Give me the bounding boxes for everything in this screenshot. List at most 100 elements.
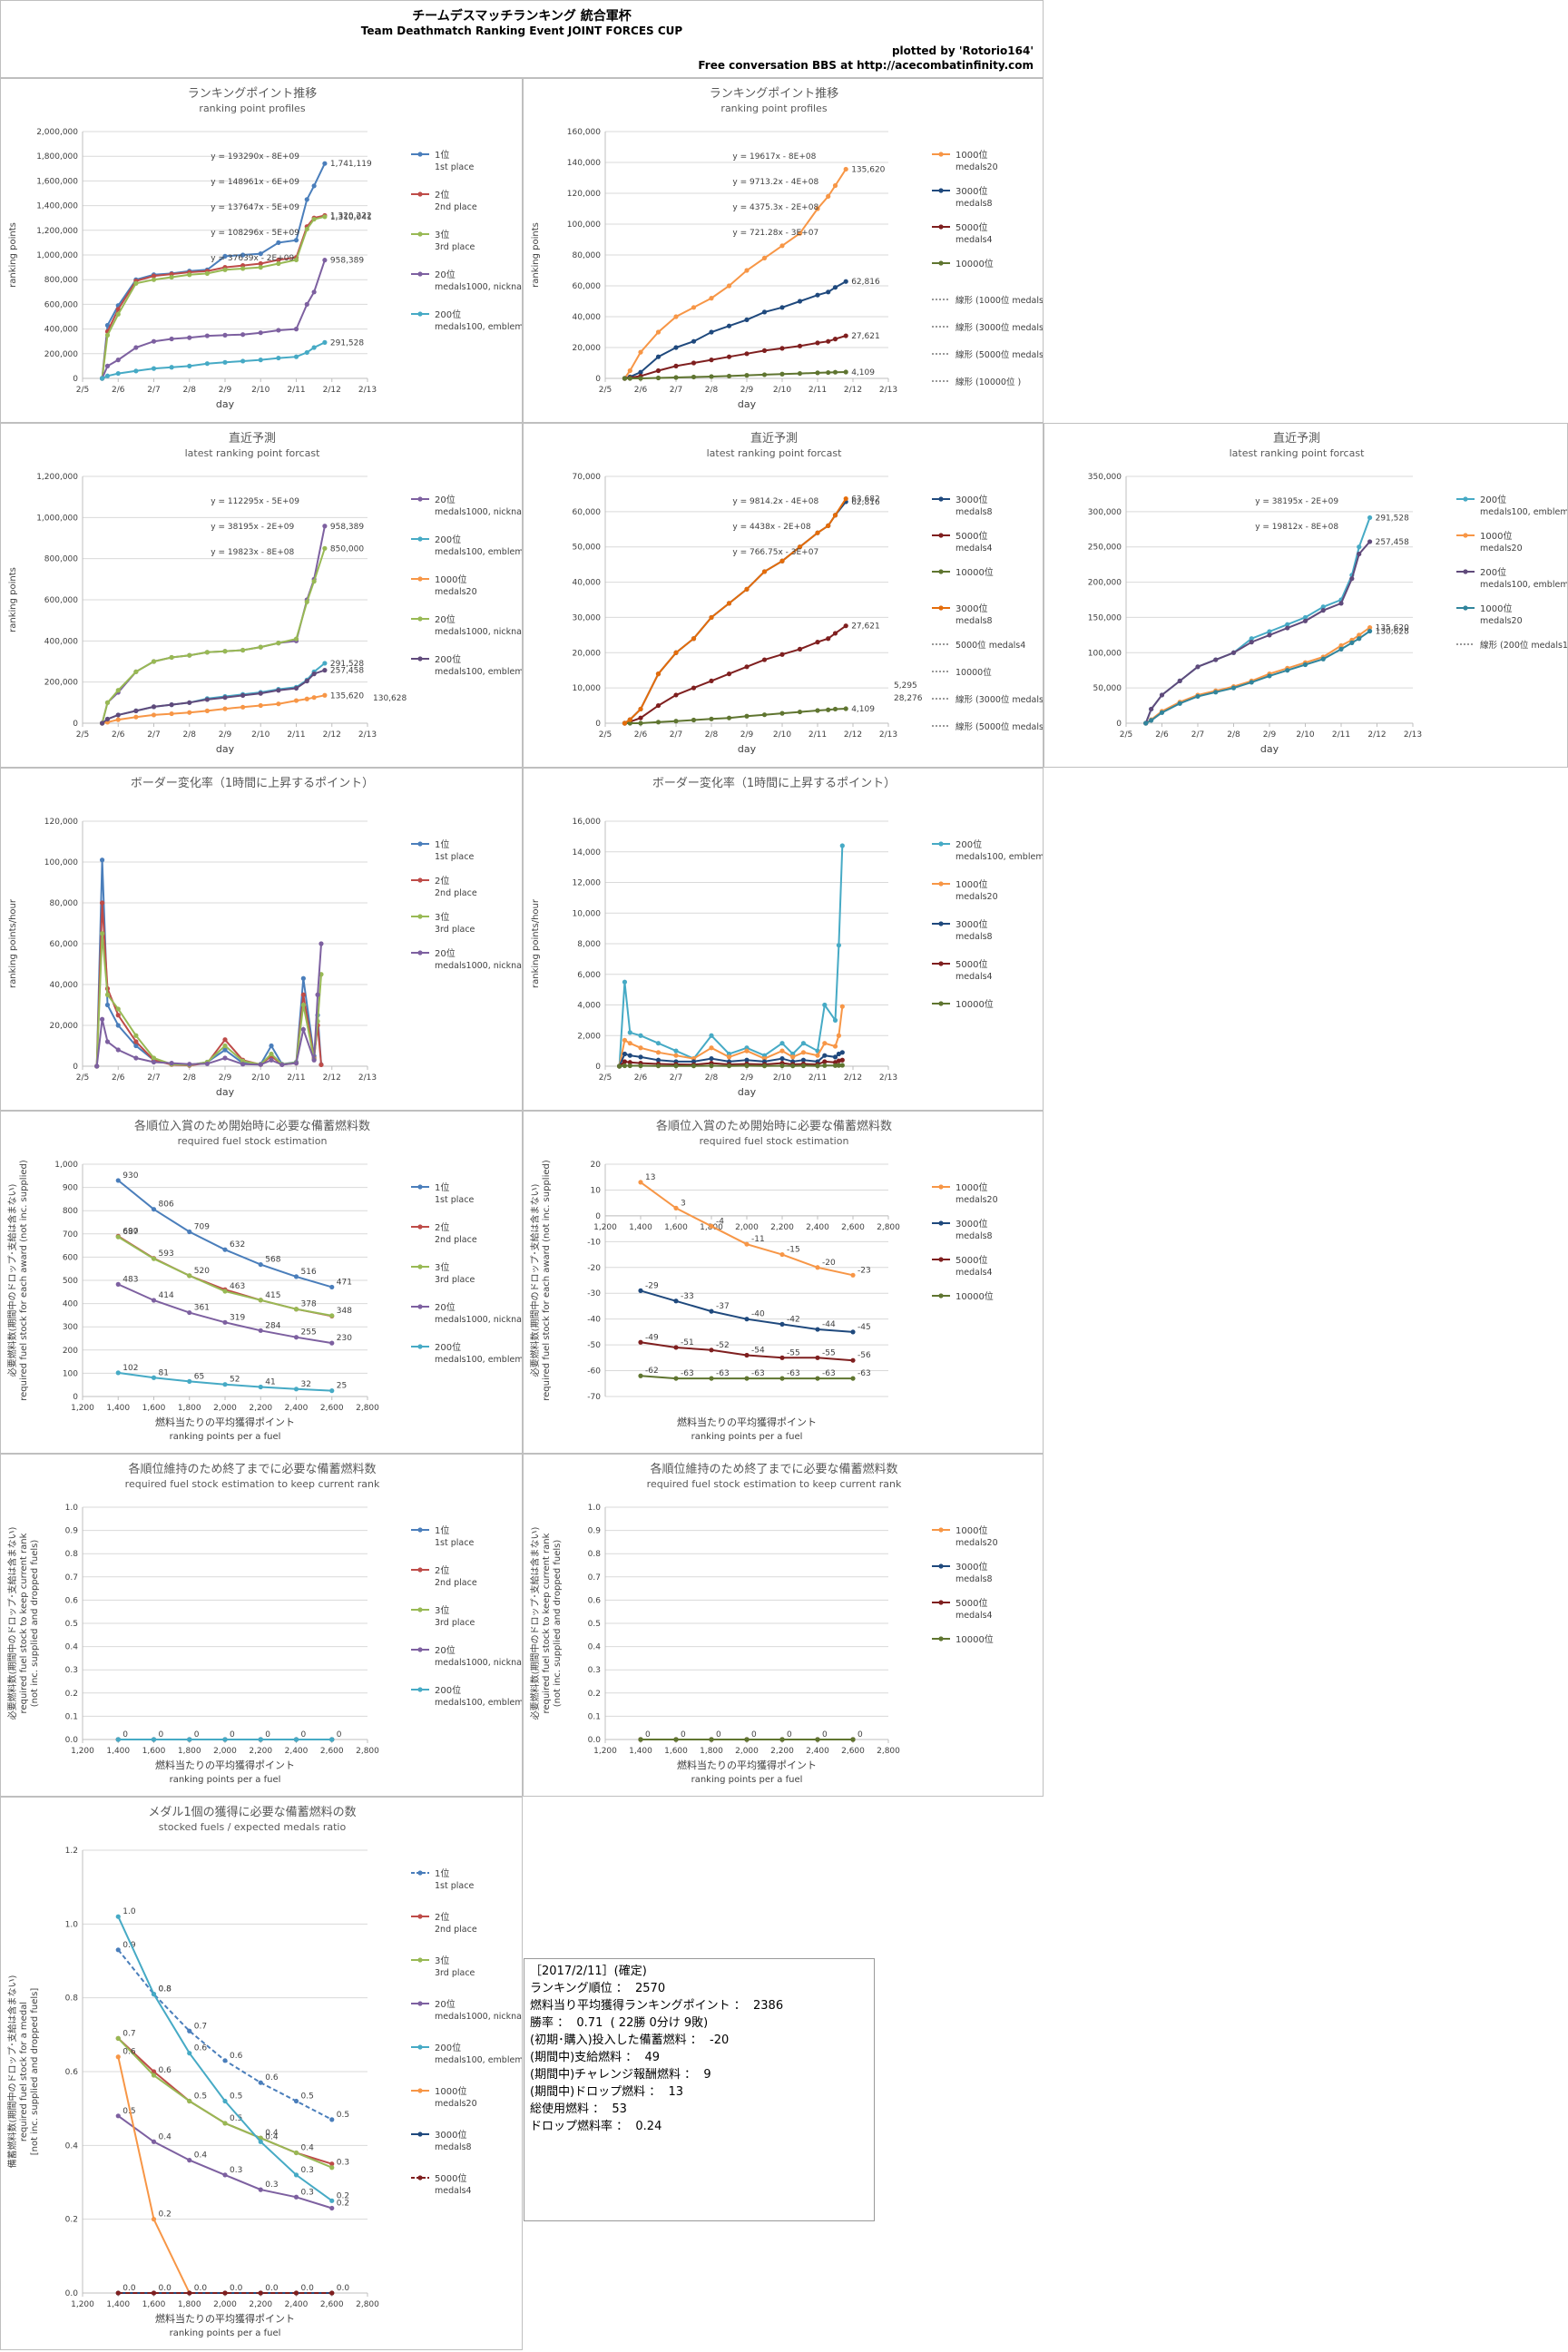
data-point xyxy=(322,545,328,551)
series-line xyxy=(101,215,326,379)
y-tick-label: 600,000 xyxy=(44,596,78,605)
legend-label: 1000位 xyxy=(1480,530,1512,542)
data-point xyxy=(761,348,768,353)
y-axis-label: ranking points/hour xyxy=(8,898,18,988)
data-point xyxy=(240,266,246,271)
x-tick-label: 1,400 xyxy=(106,1404,130,1413)
data-point xyxy=(655,671,662,677)
data-point xyxy=(329,2117,335,2122)
data-point xyxy=(744,1352,750,1358)
x-tick-label: 1,200 xyxy=(71,2300,94,2309)
data-point xyxy=(622,720,628,726)
x-tick-label: 2/9 xyxy=(740,386,754,395)
y-tick-label: 30,000 xyxy=(573,613,602,622)
chart-subtitle: required fuel stock estimation to keep c… xyxy=(647,1478,902,1490)
data-point xyxy=(222,1047,228,1053)
data-point xyxy=(151,273,157,279)
series-line xyxy=(95,933,322,1067)
legend-label: 5000位 xyxy=(956,530,987,542)
legend-label: 10000位 xyxy=(956,566,994,578)
x-tick-label: 2,000 xyxy=(213,2300,237,2309)
data-point xyxy=(691,1063,697,1069)
data-point xyxy=(322,161,328,166)
data-point xyxy=(832,369,838,375)
legend-label: 1000位 xyxy=(956,1181,987,1193)
data-point xyxy=(779,1376,785,1381)
y-tick-label: 0 xyxy=(595,1063,601,1072)
legend-label: medals20 xyxy=(1480,544,1523,554)
series-line xyxy=(102,341,326,379)
legend-marker xyxy=(938,841,944,847)
chart-title: 直近予測 xyxy=(1273,432,1320,446)
legend-label: 1位 xyxy=(435,1181,449,1193)
x-tick-label: 2/8 xyxy=(183,730,197,740)
stats-line: (期間中)支給燃料 ： 49 xyxy=(530,2051,661,2064)
end-label: 135,620 xyxy=(330,691,364,701)
x-tick-label: 2/9 xyxy=(740,730,754,740)
data-point xyxy=(709,1308,714,1314)
data-point xyxy=(800,1063,806,1069)
data-point xyxy=(329,2165,335,2171)
data-point xyxy=(673,1298,679,1304)
x-axis-label: 燃料当たりの平均獲得ポイント xyxy=(155,1759,295,1771)
legend-label: 1000位 xyxy=(435,2085,466,2097)
legend-label: 2位 xyxy=(435,1564,449,1576)
data-point xyxy=(744,373,750,378)
data-point xyxy=(151,277,157,282)
data-point xyxy=(258,260,263,267)
legend-marker xyxy=(1463,496,1468,502)
y-axis-label: 必要燃料数(期間中のドロップ･支給は含まない) xyxy=(529,1527,541,1720)
legend-label: 線形 (10000位 ) xyxy=(956,377,1021,387)
data-point xyxy=(258,702,263,709)
data-point xyxy=(839,1050,845,1055)
legend-label: 20位 xyxy=(435,1301,456,1313)
data-point xyxy=(843,333,848,338)
stats-box: ［2017/2/11］(確定) ランキング順位 ： 2570 燃料当り平均獲得ラ… xyxy=(524,1958,875,2221)
data-point xyxy=(222,1043,228,1049)
trendline-label: y = 38195x - 2E+09 xyxy=(1255,497,1338,506)
y-tick-label: 0.5 xyxy=(65,1620,78,1629)
series-line xyxy=(624,708,847,724)
legend-label: 200位 xyxy=(435,1341,461,1353)
data-point xyxy=(322,524,328,529)
legend-marker xyxy=(938,605,944,611)
data-point xyxy=(638,1063,643,1069)
data-point xyxy=(627,1041,632,1046)
data-point xyxy=(815,292,820,298)
series-line xyxy=(618,845,844,1067)
stats-line: ランキング順位 ： 2570 xyxy=(530,1982,666,1995)
data-point xyxy=(258,2080,263,2085)
legend-label: medals8 xyxy=(956,199,993,209)
data-point xyxy=(779,1063,785,1069)
data-label: 0.5 xyxy=(122,2107,135,2116)
data-point xyxy=(293,327,299,332)
chart-profiles-low: ランキングポイント推移 ranking point profiles 0 20,000… xyxy=(523,78,1044,423)
data-point xyxy=(815,206,820,211)
legend-marker xyxy=(938,1563,944,1569)
data-point xyxy=(151,712,157,718)
data-label: 0.5 xyxy=(230,2114,242,2123)
end-label: 291,528 xyxy=(1376,514,1409,523)
legend-label: 3000位 xyxy=(956,1561,987,1573)
data-label: -55 xyxy=(787,1348,800,1357)
data-point xyxy=(832,285,838,290)
legend-marker xyxy=(938,1001,944,1006)
y-tick-label: 40,000 xyxy=(50,981,79,990)
x-tick-label: 2/8 xyxy=(705,1073,719,1083)
bbs-link[interactable]: Free conversation BBS at http://acecomba… xyxy=(698,59,1034,72)
chart-title: 各順位維持のため終了までに必要な備蓄燃料数 xyxy=(650,1462,897,1476)
data-point xyxy=(293,1387,299,1392)
data-point xyxy=(1349,640,1355,646)
data-label: 0.0 xyxy=(194,2284,208,2293)
y-tick-label: 120,000 xyxy=(44,818,78,827)
y-tick-label: 400 xyxy=(63,1300,78,1309)
legend-label: 2位 xyxy=(435,1911,449,1923)
data-label: -44 xyxy=(822,1320,836,1329)
data-point xyxy=(1357,544,1362,550)
data-point xyxy=(115,1370,121,1376)
data-point xyxy=(240,332,246,338)
data-point xyxy=(222,1382,228,1387)
y-tick-label: 2,000,000 xyxy=(36,128,78,137)
data-point xyxy=(204,270,210,276)
data-label: 230 xyxy=(337,1334,352,1343)
